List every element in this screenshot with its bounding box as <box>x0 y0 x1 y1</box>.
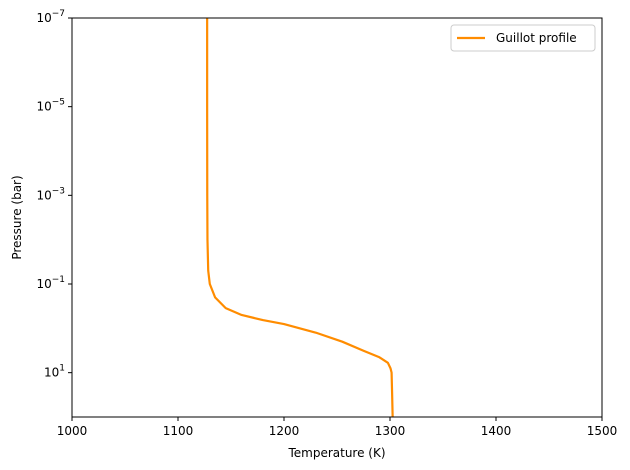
y-tick-label: 10−5 <box>36 98 65 114</box>
plot-frame <box>71 17 603 418</box>
x-tick-label: 1200 <box>269 424 300 438</box>
x-tick-label: 1300 <box>375 424 406 438</box>
y-tick-label: 10−1 <box>36 275 65 291</box>
x-axis-ticks: 1000 1100 1200 1300 1400 1500 <box>57 417 618 438</box>
y-axis-ticks: 10−7 10−5 10−3 10−1 101 <box>36 9 72 380</box>
x-tick-label: 1500 <box>587 424 618 438</box>
x-tick-label: 1100 <box>163 424 194 438</box>
series-line-0 <box>206 18 394 418</box>
x-axis-label: Temperature (K) <box>287 446 385 460</box>
y-axis-label: Pressure (bar) <box>10 175 24 259</box>
y-tick-label: 101 <box>44 364 65 380</box>
legend-label: Guillot profile <box>496 31 577 45</box>
x-tick-label: 1400 <box>481 424 512 438</box>
y-tick-label: 10−7 <box>36 9 65 25</box>
legend: Guillot profile <box>450 24 596 52</box>
y-tick-label: 10−3 <box>36 186 65 202</box>
plot-area <box>206 18 394 418</box>
legend-box <box>450 24 596 52</box>
x-tick-label: 1000 <box>57 424 88 438</box>
